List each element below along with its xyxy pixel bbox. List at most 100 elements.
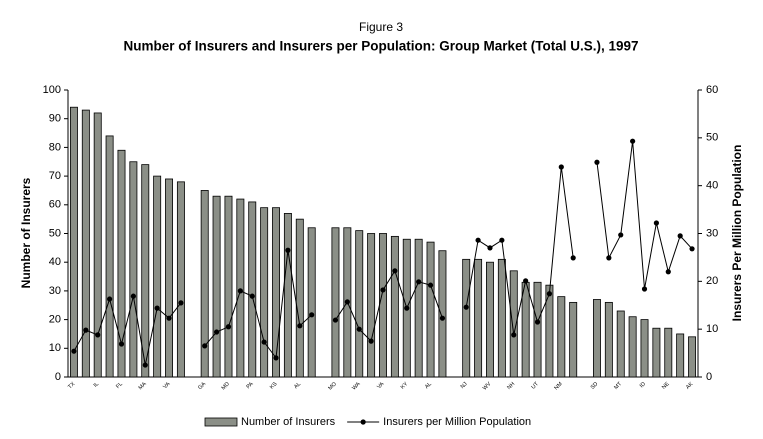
- legend-marker: [360, 419, 366, 425]
- x-tick-label: WV: [482, 381, 493, 392]
- y-tick-label: 30: [49, 285, 61, 297]
- bar: [486, 261, 494, 378]
- bar: [688, 336, 697, 378]
- line-marker: [142, 362, 148, 368]
- bar: [557, 296, 566, 378]
- line-marker: [237, 288, 243, 294]
- x-tick-label: UT: [531, 381, 541, 391]
- bar: [307, 227, 316, 378]
- x-tick-label: WA: [351, 381, 362, 392]
- chart-title: Figure 3: [359, 20, 403, 34]
- x-tick-label: AK: [685, 381, 695, 391]
- bar: [248, 201, 257, 378]
- bar: [426, 241, 435, 378]
- y2-axis-label: Insurers Per Million Population: [730, 145, 744, 322]
- line-marker: [261, 339, 267, 345]
- x-tick-label: MO: [327, 381, 338, 392]
- chart-subtitle: Number of Insurers and Insurers per Popu…: [123, 39, 638, 54]
- x-tick-label: NH: [506, 381, 516, 391]
- y2-tick-label: 30: [706, 227, 718, 239]
- bar: [414, 238, 423, 378]
- bar: [69, 106, 78, 378]
- x-tick-label: KY: [400, 381, 410, 391]
- line-marker: [202, 343, 208, 349]
- bar: [141, 164, 150, 378]
- line-marker: [130, 293, 136, 299]
- x-tick-label: ID: [639, 381, 647, 389]
- line-marker: [653, 220, 659, 226]
- x-tick-label: TX: [67, 381, 76, 390]
- bar: [331, 227, 340, 378]
- bar: [129, 161, 138, 378]
- y2-tick-label: 0: [706, 371, 712, 383]
- line-marker: [107, 296, 113, 302]
- y2-tick-label: 20: [706, 275, 718, 287]
- legend-label: Number of Insurers: [241, 416, 336, 428]
- bar: [260, 207, 269, 378]
- bar: [295, 218, 304, 378]
- line: [465, 166, 574, 336]
- y-tick-label: 20: [49, 314, 61, 326]
- bar: [664, 327, 673, 378]
- bar: [105, 135, 114, 378]
- legend-label: Insurers per Million Population: [383, 416, 531, 428]
- x-tick-label: MT: [613, 381, 623, 391]
- y-tick-label: 80: [49, 141, 61, 153]
- line-marker: [416, 279, 422, 285]
- line-marker: [225, 324, 232, 330]
- x-tick-label: PA: [246, 381, 255, 390]
- bar: [628, 316, 637, 378]
- bar: [81, 109, 90, 378]
- bar: [236, 198, 245, 378]
- line-marker: [511, 332, 517, 338]
- line-marker: [309, 312, 315, 318]
- line-marker: [641, 286, 648, 292]
- line-marker: [154, 305, 160, 311]
- y2-tick-label: 60: [706, 84, 718, 96]
- x-tick-label: NE: [661, 381, 671, 391]
- bar: [355, 230, 364, 378]
- y-tick-label: 50: [49, 227, 61, 239]
- y-axis-label: Number of Insurers: [19, 177, 33, 288]
- y-tick-label: 0: [55, 371, 61, 383]
- line-marker: [368, 338, 374, 344]
- bar: [165, 178, 174, 378]
- line-marker: [392, 268, 398, 274]
- bar: [652, 327, 661, 378]
- line-marker: [344, 299, 350, 305]
- x-tick-label: VA: [376, 381, 385, 390]
- line-marker: [71, 348, 77, 354]
- x-tick-label: KS: [269, 381, 279, 391]
- bar: [474, 258, 483, 378]
- line-marker: [523, 278, 529, 284]
- bar: [509, 270, 518, 378]
- line-marker: [570, 255, 576, 261]
- x-tick-label: GA: [197, 381, 207, 391]
- x-tick-label: SD: [590, 381, 600, 391]
- x-tick-label: NM: [553, 381, 564, 392]
- line-marker: [95, 332, 101, 338]
- x-tick-label: AL: [424, 381, 433, 390]
- y-tick-label: 90: [49, 113, 61, 125]
- line-marker: [273, 355, 279, 361]
- line-marker: [404, 305, 410, 311]
- line: [335, 269, 443, 343]
- line-marker: [83, 327, 89, 333]
- bar: [592, 299, 601, 378]
- line-marker: [630, 138, 636, 144]
- bar: [438, 250, 447, 378]
- y-tick-label: 10: [49, 342, 61, 354]
- line-marker: [534, 319, 541, 325]
- x-tick-label: MA: [138, 381, 148, 391]
- line-marker: [546, 291, 553, 297]
- line-marker: [594, 159, 600, 165]
- bar: [153, 175, 162, 378]
- line: [204, 250, 313, 360]
- line-marker: [606, 255, 612, 261]
- line-marker: [118, 341, 125, 347]
- y-tick-label: 100: [43, 84, 61, 96]
- x-tick-label: FL: [115, 381, 124, 390]
- line-marker: [356, 326, 362, 332]
- line-marker: [332, 317, 339, 323]
